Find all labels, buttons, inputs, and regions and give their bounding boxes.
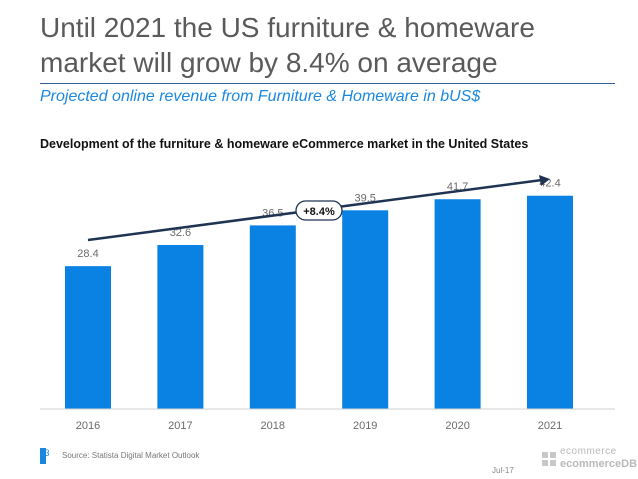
- title-divider: [40, 83, 615, 84]
- x-tick-label-2021: 2021: [538, 420, 562, 432]
- data-label-2017: 32.6: [170, 227, 191, 239]
- cagr-badge: [295, 200, 343, 221]
- bar-2016: [65, 266, 111, 409]
- ecommercedb-logo: ecommerce ecommerceDB: [540, 446, 637, 472]
- bar-2021: [527, 195, 573, 409]
- chart-title: Development of the furniture & homeware …: [40, 137, 529, 151]
- trend-arrow-head: [539, 175, 550, 186]
- cagr-label: +8.4%: [303, 206, 335, 218]
- page-title: Until 2021 the US furniture & homeware m…: [40, 12, 535, 78]
- x-tick-label-2016: 2016: [76, 420, 100, 432]
- bar-2018: [249, 225, 296, 409]
- logo-icon: [542, 452, 556, 466]
- logo-text-top: ecommerce: [560, 446, 617, 457]
- x-tick-label-2017: 2017: [168, 420, 192, 432]
- page-subtitle: Projected online revenue from Furniture …: [40, 88, 481, 105]
- x-tick-label-2020: 2020: [445, 420, 469, 432]
- x-tick-label-2019: 2019: [353, 420, 377, 432]
- bar-2019: [342, 210, 389, 409]
- page-number: 3: [44, 448, 50, 458]
- page-number-marker: [40, 448, 46, 464]
- bar-2020: [434, 199, 481, 409]
- source-note: Source: Statista Digital Market Outlook: [62, 451, 200, 460]
- x-tick-label-2018: 2018: [261, 420, 285, 432]
- data-label-2016: 28.4: [77, 248, 98, 260]
- data-label-2019: 39.5: [354, 192, 375, 204]
- bar-2017: [157, 245, 204, 409]
- date-label: Jul-17: [492, 466, 514, 475]
- logo-text-bottom: ecommerceDB: [560, 458, 638, 470]
